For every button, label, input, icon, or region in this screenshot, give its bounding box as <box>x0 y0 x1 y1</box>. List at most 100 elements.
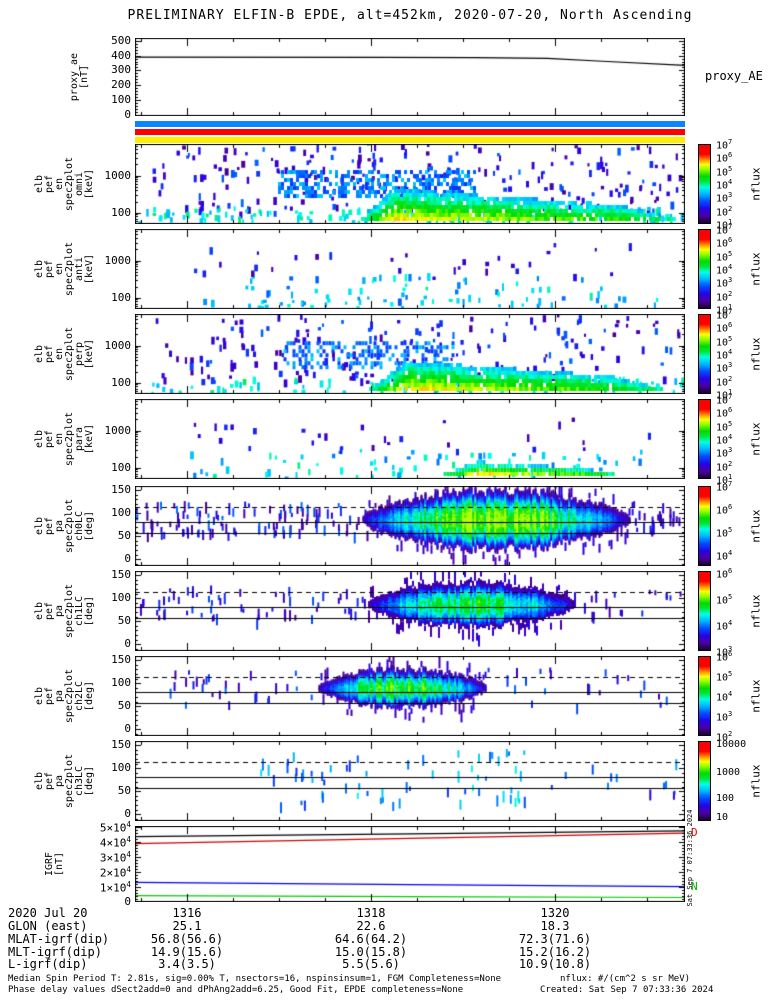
ytick-proxy-ae-2: 300 <box>111 63 131 77</box>
colorbar-label-en-anti-2: 105 <box>716 249 733 263</box>
date-label: 2020 Jul 20 <box>8 906 88 920</box>
time-tick-0: 1316 <box>172 906 202 920</box>
ytick-en-perp-0: 1000 <box>104 338 132 352</box>
bottom-row-lshell: L-igrf(dip) 3.4(3.5) 5.5(5.6) 10.9(10.8) <box>0 957 775 971</box>
ytick-pa-ch1lc-0: 150 <box>111 568 131 582</box>
colorbar-label-pa-ch2lc-2: 104 <box>716 690 733 704</box>
panel-canvas-pa-ch0lc <box>135 486 685 566</box>
mlat-label: MLAT-igrf(dip) <box>8 932 110 946</box>
ytick-pa-ch3lc-3: 0 <box>124 807 131 821</box>
colorbar-label-en-omni-1: 106 <box>716 151 733 165</box>
panel-canvas-en-anti <box>135 229 685 309</box>
ytick-proxy-ae-1: 400 <box>111 48 131 62</box>
colorbar-label-en-perp-1: 106 <box>716 321 733 335</box>
panel-canvas-igrf <box>135 826 685 902</box>
ytick-en-para-1: 100 <box>111 460 131 474</box>
colorbar-label-en-para-5: 102 <box>716 459 733 473</box>
created-timestamp-vertical: Sat Sep 7 07:33:36 2024 <box>686 809 694 907</box>
colorbar-en-para <box>698 399 711 479</box>
ytick-igrf-0: 5×104 <box>99 819 131 835</box>
ytick-pa-ch0lc-1: 100 <box>111 506 131 520</box>
colorbar-label-en-omni-5: 102 <box>716 204 733 218</box>
colorbar-title-en-omni: nflux <box>749 167 763 201</box>
ytick-pa-ch1lc-1: 100 <box>111 591 131 605</box>
panel-canvas-en-omni <box>135 144 685 224</box>
colorbar-label-en-para-4: 103 <box>716 446 733 460</box>
colorbar-label-pa-ch1lc-1: 105 <box>716 593 733 607</box>
colorbar-label-pa-ch2lc-1: 105 <box>716 670 733 684</box>
colorbar-label-en-perp-0: 107 <box>716 308 733 322</box>
colorbar-title-pa-ch3lc: nflux <box>749 764 763 798</box>
colorbar-label-pa-ch3lc-0: 10000 <box>716 739 747 750</box>
ytick-pa-ch0lc-2: 50 <box>117 529 131 543</box>
mlat-value-2: 72.3(71.6) <box>518 932 592 946</box>
mlt-value-2: 15.2(16.2) <box>518 945 592 959</box>
colorbar-title-pa-ch0lc: nflux <box>749 509 763 543</box>
colorbar-label-pa-ch0lc-0: 107 <box>716 480 733 494</box>
panel-canvas-pa-ch2lc <box>135 656 685 736</box>
colorbar-en-anti <box>698 229 711 309</box>
colorbar-label-pa-ch2lc-3: 103 <box>716 710 733 724</box>
colorbar-label-en-para-3: 104 <box>716 433 733 447</box>
ytick-proxy-ae-0: 500 <box>111 33 131 47</box>
panel-ylabel-en-perp: elb pef en spec2plot perp [keV] <box>34 326 95 382</box>
ytick-pa-ch3lc-2: 50 <box>117 784 131 798</box>
ytick-en-para-0: 1000 <box>104 423 132 437</box>
bottom-row-time: 2020 Jul 20 1316 1318 1320 <box>0 906 775 920</box>
ytick-proxy-ae-4: 100 <box>111 92 131 106</box>
colorbar-label-en-anti-5: 102 <box>716 289 733 303</box>
panel-ylabel-en-anti: elb pef en spec2plot anti [keV] <box>34 241 95 297</box>
segment-strip-blue <box>135 121 685 127</box>
ytick-igrf-5: 0 <box>124 895 131 908</box>
colorbar-label-en-perp-6: 101 <box>716 388 733 402</box>
ytick-en-anti-1: 100 <box>111 290 131 304</box>
ytick-pa-ch3lc-1: 100 <box>111 761 131 775</box>
ytick-en-omni-0: 1000 <box>104 168 132 182</box>
line-label-igrf-D: D <box>691 826 698 840</box>
mlt-value-0: 14.9(15.6) <box>150 945 224 959</box>
colorbar-label-pa-ch2lc-0: 106 <box>716 650 733 664</box>
colorbar-label-en-perp-5: 102 <box>716 374 733 388</box>
colorbar-label-pa-ch0lc-2: 105 <box>716 525 733 539</box>
mlt-label: MLT-igrf(dip) <box>8 945 102 959</box>
lshell-label: L-igrf(dip) <box>8 957 88 971</box>
colorbar-label-pa-ch1lc-2: 104 <box>716 619 733 633</box>
colorbar-label-en-perp-3: 104 <box>716 348 733 362</box>
colorbar-label-en-anti-1: 106 <box>716 236 733 250</box>
mlat-value-0: 56.8(56.6) <box>150 932 224 946</box>
ytick-pa-ch3lc-0: 150 <box>111 738 131 752</box>
panel-canvas-pa-ch3lc <box>135 741 685 821</box>
colorbar-label-en-anti-3: 104 <box>716 263 733 277</box>
footer-created: Created: Sat Sep 7 07:33:36 2024 <box>540 985 714 995</box>
colorbar-label-pa-ch3lc-1: 1000 <box>716 767 741 778</box>
panel-canvas-pa-ch1lc <box>135 571 685 651</box>
colorbar-label-pa-ch2lc-4: 102 <box>716 730 733 744</box>
panel-canvas-proxy-ae <box>135 38 685 116</box>
colorbar-title-en-perp: nflux <box>749 337 763 371</box>
lshell-value-2: 10.9(10.8) <box>518 957 592 971</box>
footer-line-2: Phase delay values dSect2add=0 and dPhAn… <box>8 985 464 995</box>
ytick-pa-ch2lc-2: 50 <box>117 699 131 713</box>
ytick-igrf-1: 4×104 <box>99 834 131 850</box>
colorbar-title-en-para: nflux <box>749 422 763 456</box>
time-tick-1: 1318 <box>356 906 386 920</box>
segment-strip-yellow <box>135 137 685 143</box>
ytick-proxy-ae-5: 0 <box>124 107 131 121</box>
colorbar-label-pa-ch1lc-3: 103 <box>716 645 733 659</box>
colorbar-title-pa-ch1lc: nflux <box>749 594 763 628</box>
colorbar-label-en-para-6: 101 <box>716 473 733 487</box>
colorbar-label-en-perp-4: 103 <box>716 361 733 375</box>
lshell-value-1: 5.5(5.6) <box>342 957 400 971</box>
colorbar-pa-ch1lc <box>698 571 711 651</box>
colorbar-label-pa-ch0lc-1: 106 <box>716 503 733 517</box>
ytick-igrf-3: 2×104 <box>99 864 131 880</box>
colorbar-label-pa-ch3lc-3: 10 <box>716 811 729 823</box>
glon-value-2: 18.3 <box>540 919 570 933</box>
bottom-row-mlt: MLT-igrf(dip) 14.9(15.6) 15.0(15.8) 15.2… <box>0 945 775 959</box>
colorbar-label-pa-ch3lc-2: 100 <box>716 792 735 804</box>
ytick-pa-ch1lc-3: 0 <box>124 637 131 651</box>
ytick-pa-ch0lc-0: 150 <box>111 483 131 497</box>
panel-ylabel-en-para: elb pef en spec2plot para [keV] <box>34 411 95 467</box>
glon-value-0: 25.1 <box>172 919 202 933</box>
